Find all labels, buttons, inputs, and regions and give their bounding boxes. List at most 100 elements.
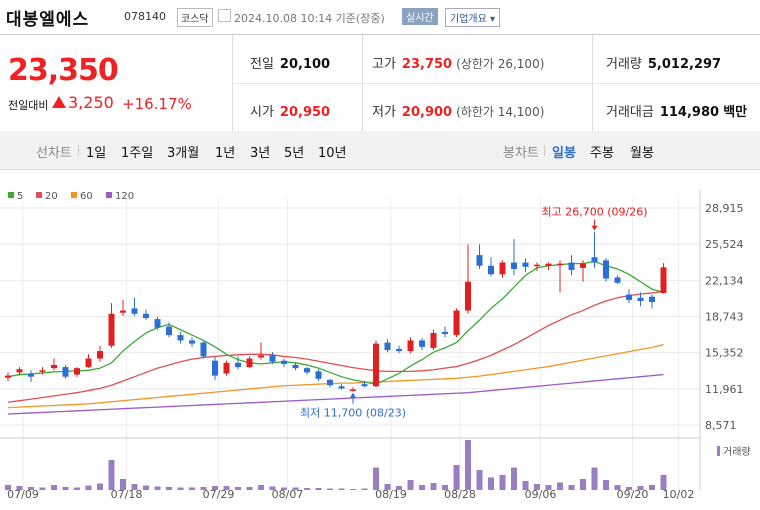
volume-bar bbox=[166, 487, 172, 490]
candle-body bbox=[131, 308, 138, 314]
volume-value: 5,012,297 bbox=[647, 57, 722, 72]
y-tick-label: 22,134 bbox=[705, 274, 744, 287]
lower-limit: (하한가 14,100) bbox=[456, 105, 545, 119]
up-triangle-icon bbox=[52, 96, 66, 108]
legend-label: 5 bbox=[17, 191, 23, 202]
volume-bar bbox=[189, 487, 195, 490]
volume-legend-swatch bbox=[717, 446, 720, 456]
tab-period-5y[interactable]: 5년 bbox=[284, 146, 305, 161]
chart-legend: 5 20 60 120 bbox=[8, 191, 134, 202]
ma60-line bbox=[7, 344, 664, 409]
tab-period-3m[interactable]: 3개월 bbox=[167, 146, 200, 161]
volume-bar bbox=[154, 486, 161, 490]
y-tick-label: 28,915 bbox=[705, 202, 744, 215]
candle-body bbox=[373, 343, 379, 387]
change-value: 3,250 bbox=[68, 93, 114, 112]
candles bbox=[5, 231, 667, 392]
candle-body bbox=[304, 368, 310, 373]
stock-header: 대봉엘에스 078140 코스닥 2024.10.08 10:14 기준(장중)… bbox=[0, 0, 760, 34]
volume-bar bbox=[603, 480, 609, 490]
quote-datetime: 2024.10.08 10:14 기준(장중) bbox=[234, 12, 385, 25]
volume-bar bbox=[235, 487, 241, 490]
volume-bar bbox=[419, 485, 425, 490]
tab-period-10y[interactable]: 10년 bbox=[318, 146, 347, 161]
volume-bar bbox=[396, 486, 402, 490]
market-badge: 코스닥 bbox=[177, 8, 213, 27]
y-tick-label: 18,743 bbox=[705, 311, 744, 324]
chart-axes: 28,915 25,524 22,134 18,743 15,352 11,961 8,57… bbox=[7, 202, 750, 501]
candle-body bbox=[51, 364, 57, 369]
current-price: 23,350 bbox=[8, 53, 119, 88]
candle-body bbox=[384, 342, 391, 351]
volume-bar bbox=[430, 483, 437, 490]
x-tick-label: 10/02 bbox=[663, 488, 695, 501]
ma20-line bbox=[7, 290, 664, 403]
volume-bar bbox=[557, 482, 563, 490]
tab-period-1y[interactable]: 1년 bbox=[215, 146, 236, 161]
tab-monthly[interactable]: 월봉 bbox=[630, 146, 654, 161]
tab-weekly[interactable]: 주봉 bbox=[590, 146, 614, 161]
high-price: 고가 23,750 (상한가 26,100) bbox=[372, 53, 544, 72]
tab-period-3y[interactable]: 3년 bbox=[250, 146, 271, 161]
candle-body bbox=[62, 367, 69, 377]
x-tick-label: 08/28 bbox=[444, 488, 476, 501]
stock-code: 078140 bbox=[124, 10, 166, 23]
volume-bar bbox=[373, 467, 379, 490]
candle-body bbox=[603, 260, 609, 279]
candle-body bbox=[419, 340, 425, 347]
x-tick-label: 08/07 bbox=[272, 488, 304, 501]
candle-body bbox=[488, 265, 494, 275]
chart-toolbar: 선차트 1일 1주일 3개월 1년 3년 5년 10년 봉차트 일봉 주봉 월봉 bbox=[0, 131, 760, 170]
volume-bar bbox=[626, 487, 632, 490]
ma5-line bbox=[7, 260, 664, 385]
volume-bar bbox=[131, 484, 138, 490]
tab-period-1d[interactable]: 1일 bbox=[86, 146, 107, 161]
candle-body bbox=[660, 267, 667, 293]
volume-bar bbox=[177, 487, 184, 490]
change-percent: +16.17% bbox=[122, 95, 192, 113]
price-change: 3,250 bbox=[52, 93, 114, 112]
candle-body bbox=[281, 360, 287, 364]
divider bbox=[232, 83, 760, 84]
volume-bar bbox=[580, 479, 586, 490]
volume-bar bbox=[62, 487, 69, 490]
amount-unit: 백만 bbox=[723, 105, 748, 120]
tab-period-1w[interactable]: 1주일 bbox=[121, 146, 154, 161]
moving-averages bbox=[7, 260, 664, 415]
tab-line-chart[interactable]: 선차트 bbox=[36, 146, 72, 161]
low-value: 20,900 bbox=[401, 105, 453, 120]
live-button[interactable]: 실시간 bbox=[402, 8, 438, 25]
company-info-label: 기업개요 bbox=[450, 14, 487, 25]
candle-body bbox=[97, 351, 103, 359]
x-tick-label: 09/06 bbox=[525, 488, 557, 501]
candle-body bbox=[85, 358, 92, 368]
candle-body bbox=[338, 386, 345, 389]
open-value: 20,950 bbox=[279, 105, 331, 120]
company-info-dropdown[interactable]: 기업개요 ▾ bbox=[445, 8, 501, 27]
candle-body bbox=[511, 262, 517, 269]
legend-label: 120 bbox=[115, 191, 134, 202]
candle-body bbox=[545, 263, 552, 266]
candle-body bbox=[28, 373, 34, 377]
amount-value: 114,980 bbox=[659, 105, 720, 120]
volume-bar bbox=[522, 481, 529, 490]
candle-body bbox=[580, 263, 586, 268]
volume-bar bbox=[281, 487, 287, 490]
quote-panel: 23,350 전일대비 3,250 +16.17% 전일 20,100 고가 23,… bbox=[0, 34, 760, 132]
candle-body bbox=[499, 262, 506, 275]
volume-bar bbox=[292, 487, 299, 490]
prev-close-label: 전일 bbox=[250, 57, 274, 72]
candle-body bbox=[453, 310, 460, 336]
candle-body bbox=[591, 257, 598, 263]
volume-bar bbox=[442, 485, 448, 490]
tab-daily[interactable]: 일봉 bbox=[552, 146, 576, 161]
volume-bar bbox=[39, 487, 46, 490]
tab-candle-chart[interactable]: 봉차트 bbox=[503, 146, 539, 161]
candle-body bbox=[396, 348, 402, 352]
y-tick-label: 8,571 bbox=[705, 419, 737, 432]
volume-bar bbox=[269, 486, 276, 490]
candle-body bbox=[430, 332, 437, 348]
clock-icon bbox=[218, 9, 231, 22]
volume-bar bbox=[465, 440, 471, 490]
y-tick-label: 25,524 bbox=[705, 238, 744, 251]
